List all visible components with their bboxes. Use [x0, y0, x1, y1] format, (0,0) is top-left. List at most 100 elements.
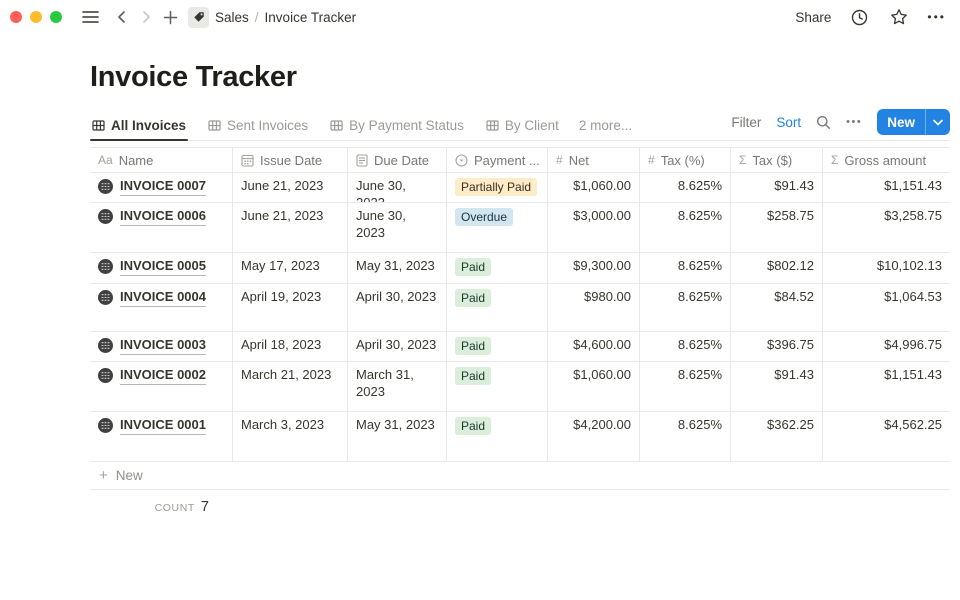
window-titlebar: Sales / Invoice Tracker Share ••• — [0, 0, 960, 34]
page-title[interactable]: Invoice Tracker — [90, 61, 297, 93]
new-button[interactable]: New — [877, 109, 950, 135]
payment-status-cell[interactable]: Paid — [447, 332, 548, 361]
tab-sent-invoices[interactable]: Sent Invoices — [206, 118, 310, 140]
tax-pct-cell[interactable]: 8.625% — [640, 203, 731, 252]
net-cell[interactable]: $3,000.00 — [548, 203, 640, 252]
breadcrumb-separator: / — [254, 9, 259, 25]
issue-date-cell[interactable]: March 21, 2023 — [233, 362, 348, 411]
tax-pct-cell[interactable]: 8.625% — [640, 173, 731, 202]
column-header-tax-pct[interactable]: # Tax (%) — [640, 148, 731, 172]
view-options-icon[interactable]: ••• — [846, 116, 863, 128]
tax-pct-cell[interactable]: 8.625% — [640, 284, 731, 331]
close-window-button[interactable] — [10, 11, 22, 23]
payment-status-cell[interactable]: Partially Paid — [447, 173, 548, 202]
more-views-link[interactable]: 2 more... — [578, 118, 633, 133]
gross-amount-cell[interactable]: $3,258.75 — [884, 208, 942, 223]
workspace-tag-icon[interactable] — [188, 6, 209, 28]
column-header-issue-date[interactable]: Issue Date — [233, 148, 348, 172]
tax-usd-cell[interactable]: $362.25 — [731, 412, 823, 461]
net-cell[interactable]: $9,300.00 — [548, 253, 640, 283]
issue-date-cell[interactable]: May 17, 2023 — [233, 253, 348, 283]
net-cell[interactable]: $1,060.00 — [548, 362, 640, 411]
gross-amount-cell[interactable]: $4,562.25 — [884, 417, 942, 432]
due-date-cell[interactable]: June 30, 2023 — [348, 203, 447, 252]
payment-status-cell[interactable]: Paid — [447, 412, 548, 461]
due-date-cell[interactable]: March 31, 2023 — [348, 362, 447, 411]
tax-usd-cell[interactable]: $396.75 — [731, 332, 823, 361]
payment-status-cell[interactable]: Paid — [447, 284, 548, 331]
tax-usd-cell[interactable]: $84.52 — [731, 284, 823, 331]
tax-pct-cell[interactable]: 8.625% — [640, 253, 731, 283]
tax-pct-cell[interactable]: 8.625% — [640, 412, 731, 461]
column-header-due-date[interactable]: Due Date — [348, 148, 447, 172]
column-header-tax-usd[interactable]: Σ Tax ($) — [731, 148, 823, 172]
tab-all-invoices[interactable]: All Invoices — [90, 118, 189, 141]
tax-usd-cell[interactable]: $91.43 — [731, 173, 823, 202]
gross-amount-cell[interactable]: $4,996.75 — [884, 337, 942, 352]
breadcrumb-workspace[interactable]: Sales — [215, 9, 249, 25]
count-calculation[interactable]: COUNT 7 — [90, 492, 233, 515]
zoom-window-button[interactable] — [50, 11, 62, 23]
issue-date-cell[interactable]: June 21, 2023 — [233, 173, 348, 202]
invoice-name-cell[interactable]: INVOICE 0003 — [90, 332, 233, 361]
gross-amount-cell[interactable]: $10,102.13 — [876, 258, 942, 273]
nav-back-icon[interactable] — [110, 5, 134, 29]
tab-label: All Invoices — [111, 118, 187, 133]
tab-by-payment-status[interactable]: By Payment Status — [328, 118, 466, 140]
invoice-page-icon — [98, 367, 113, 383]
invoice-name-cell[interactable]: INVOICE 0004 — [90, 284, 233, 331]
due-date-cell[interactable]: April 30, 2023 — [348, 332, 447, 361]
net-cell[interactable]: $4,600.00 — [548, 332, 640, 361]
due-date-cell[interactable]: May 31, 2023 — [348, 253, 447, 283]
search-icon[interactable] — [816, 115, 831, 130]
invoice-name-cell[interactable]: INVOICE 0001 — [90, 412, 233, 461]
sidebar-toggle-icon[interactable] — [78, 5, 102, 29]
invoice-name-cell[interactable]: INVOICE 0006 — [90, 203, 233, 252]
net-cell[interactable]: $1,060.00 — [548, 173, 640, 202]
tab-label: Sent Invoices — [227, 118, 309, 133]
gross-amount-cell[interactable]: $1,064.53 — [884, 289, 942, 304]
column-header-name[interactable]: Aa Name — [90, 148, 233, 172]
share-button[interactable]: Share — [795, 9, 832, 25]
tax-usd-cell[interactable]: $802.12 — [731, 253, 823, 283]
add-row-button[interactable]: + New — [90, 462, 950, 490]
invoice-name-cell[interactable]: INVOICE 0002 — [90, 362, 233, 411]
tab-by-client[interactable]: By Client — [484, 118, 561, 140]
due-date-cell[interactable]: June 30, 2023 — [348, 173, 447, 202]
more-options-icon[interactable]: ••• — [927, 10, 946, 24]
invoice-name-cell[interactable]: INVOICE 0007 — [90, 173, 233, 202]
gross-amount-cell[interactable]: $1,151.43 — [884, 178, 942, 193]
issue-date-cell[interactable]: April 18, 2023 — [233, 332, 348, 361]
column-header-net[interactable]: # Net — [548, 148, 640, 172]
filter-button[interactable]: Filter — [731, 114, 762, 130]
select-property-icon — [455, 153, 468, 167]
issue-date-cell[interactable]: March 3, 2023 — [233, 412, 348, 461]
new-button-label[interactable]: New — [887, 114, 915, 130]
breadcrumb-page[interactable]: Invoice Tracker — [264, 9, 357, 25]
payment-status-cell[interactable]: Paid — [447, 253, 548, 283]
due-date-cell[interactable]: April 30, 2023 — [348, 284, 447, 331]
new-button-dropdown-icon[interactable] — [925, 109, 950, 135]
tax-usd-cell[interactable]: $258.75 — [731, 203, 823, 252]
tax-pct-cell[interactable]: 8.625% — [640, 362, 731, 411]
updates-clock-icon[interactable] — [847, 5, 871, 29]
number-property-icon: # — [648, 152, 655, 167]
net-cell[interactable]: $980.00 — [548, 284, 640, 331]
sort-button[interactable]: Sort — [776, 114, 802, 130]
net-cell[interactable]: $4,200.00 — [548, 412, 640, 461]
nav-forward-icon[interactable] — [134, 5, 158, 29]
new-page-plus-icon[interactable] — [158, 5, 182, 29]
invoice-name-cell[interactable]: INVOICE 0005 — [90, 253, 233, 283]
favorite-star-icon[interactable] — [887, 5, 911, 29]
tax-pct-cell[interactable]: 8.625% — [640, 332, 731, 361]
column-header-gross-amount[interactable]: Σ Gross amount — [831, 152, 927, 168]
issue-date-cell[interactable]: June 21, 2023 — [233, 203, 348, 252]
gross-amount-cell[interactable]: $1,151.43 — [884, 367, 942, 382]
payment-status-cell[interactable]: Overdue — [447, 203, 548, 252]
due-date-cell[interactable]: May 31, 2023 — [348, 412, 447, 461]
payment-status-cell[interactable]: Paid — [447, 362, 548, 411]
column-header-payment-status[interactable]: Payment ... — [447, 148, 548, 172]
minimize-window-button[interactable] — [30, 11, 42, 23]
issue-date-cell[interactable]: April 19, 2023 — [233, 284, 348, 331]
tax-usd-cell[interactable]: $91.43 — [731, 362, 823, 411]
